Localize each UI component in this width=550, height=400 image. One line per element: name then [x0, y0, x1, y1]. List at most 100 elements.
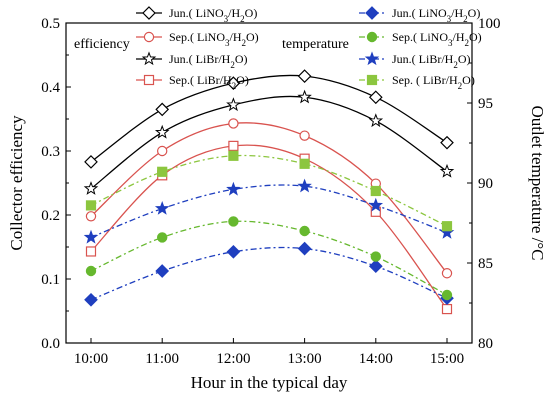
legend-label: Sep.( LiBr/H2O): [169, 73, 249, 91]
y-right-tick-label: 80: [478, 336, 493, 352]
data-point-marker: [155, 264, 170, 278]
data-point-marker: [368, 90, 383, 105]
y-left-tick-label: 0.4: [41, 80, 60, 96]
y-left-tick-label: 0.3: [41, 144, 60, 160]
data-point-marker: [226, 97, 241, 112]
series-5: [84, 241, 454, 307]
data-point-marker: [366, 31, 378, 43]
series-line: [90, 122, 448, 274]
data-point-marker: [143, 31, 155, 43]
data-point-marker: [228, 216, 239, 227]
series-1: [84, 69, 454, 169]
legend-entry: Jun.( LiNO3/H2O): [136, 6, 257, 24]
x-axis: 10:00 11:00 12:00 13:00 14:00 15:00: [74, 338, 464, 367]
series-line: [90, 95, 448, 190]
data-point-marker: [157, 166, 168, 177]
series-line: [90, 220, 448, 296]
series-layer: [83, 69, 455, 315]
data-point-marker: [297, 178, 312, 193]
y-left-tick-label: 0.2: [41, 208, 60, 224]
y-left-tick-label: 0.5: [41, 16, 60, 32]
series-line: [90, 74, 448, 163]
data-point-marker: [441, 289, 453, 301]
x-tick-label: 13:00: [288, 351, 322, 367]
data-point-marker: [368, 259, 383, 274]
right-axis: 80 85 90 95 100: [467, 16, 501, 352]
data-point-marker: [156, 145, 168, 157]
data-point-marker: [368, 113, 384, 128]
legend: Jun.( LiNO3/H2O) Sep.( LiNO3/H2O) Jun.( Li…: [136, 6, 482, 91]
legend-entry: Jun.( LiBr/H2O): [359, 51, 471, 70]
data-point-marker: [154, 124, 170, 139]
series-line: [90, 246, 448, 301]
y-right-tick-label: 100: [478, 16, 501, 32]
data-point-marker: [299, 225, 310, 237]
data-point-marker: [439, 163, 455, 178]
data-point-marker: [441, 221, 453, 232]
y-left-tick-label: 0.0: [41, 336, 60, 352]
data-point-marker: [226, 76, 241, 91]
x-axis-title: Hour in the typical day: [191, 373, 348, 392]
series-6: [85, 216, 453, 301]
data-point-marker: [365, 6, 379, 20]
data-point-marker: [154, 200, 170, 215]
data-point-marker: [155, 102, 170, 117]
legend-label: Jun.( LiNO3/H2O): [169, 6, 257, 24]
data-point-marker: [143, 74, 155, 86]
data-point-marker: [440, 135, 454, 150]
series-line: [90, 184, 448, 239]
x-tick-label: 10:00: [74, 351, 108, 367]
data-point-marker: [364, 51, 380, 66]
legend-entry: Sep.( LiBr/H2O): [136, 73, 249, 91]
data-point-marker: [297, 69, 312, 83]
legend-label: Sep.( LiNO3/H2O): [392, 30, 482, 48]
series-3: [83, 89, 455, 195]
data-point-marker: [228, 140, 239, 151]
data-point-marker: [85, 246, 97, 257]
x-tick-label: 11:00: [145, 351, 179, 367]
data-point-marker: [83, 229, 99, 244]
legend-label: Jun.( LiBr/H2O): [392, 52, 471, 70]
data-point-marker: [85, 265, 97, 277]
data-point-marker: [297, 241, 312, 256]
y-left-tick-label: 0.1: [41, 272, 60, 288]
data-point-marker: [85, 200, 97, 211]
legend-entry: Sep.( LiNO3/H2O): [359, 30, 482, 48]
y-right-tick-label: 85: [478, 256, 493, 272]
data-point-marker: [441, 268, 453, 279]
data-point-marker: [370, 185, 381, 197]
data-point-marker: [441, 303, 453, 315]
series-line: [90, 144, 448, 310]
series-7: [83, 178, 455, 244]
data-point-marker: [156, 232, 168, 243]
data-point-marker: [141, 51, 157, 66]
data-point-marker: [297, 89, 312, 104]
data-point-marker: [228, 118, 239, 129]
y-right-tick-label: 95: [478, 96, 493, 112]
y-right-axis-title: Outlet temperature /°C: [528, 105, 547, 260]
x-tick-label: 15:00: [430, 351, 464, 367]
series-2: [85, 118, 453, 279]
efficiency-group-label: efficiency: [74, 37, 130, 52]
legend-label: Sep. ( LiBr/H2O): [392, 73, 475, 91]
legend-entry: Jun.( LiNO3/H2O): [359, 6, 480, 24]
data-point-marker: [226, 244, 241, 259]
data-point-marker: [226, 181, 241, 196]
data-point-marker: [84, 292, 98, 307]
series-line: [90, 154, 448, 227]
data-point-marker: [366, 74, 378, 86]
data-point-marker: [299, 158, 310, 169]
data-point-marker: [84, 155, 98, 169]
temperature-group-label: temperature: [282, 37, 349, 52]
data-point-marker: [85, 211, 97, 222]
legend-label: Jun.( LiNO3/H2O): [392, 6, 480, 24]
left-axis: 0.0 0.1 0.2 0.3 0.4 0.5: [41, 16, 71, 352]
legend-entry: Jun.( LiBr/H2O): [136, 51, 248, 70]
data-point-marker: [368, 197, 384, 212]
legend-label: Sep.( LiNO3/H2O): [169, 30, 259, 48]
data-point-marker: [370, 251, 381, 262]
series-8: [85, 150, 453, 232]
data-point-marker: [299, 130, 310, 141]
